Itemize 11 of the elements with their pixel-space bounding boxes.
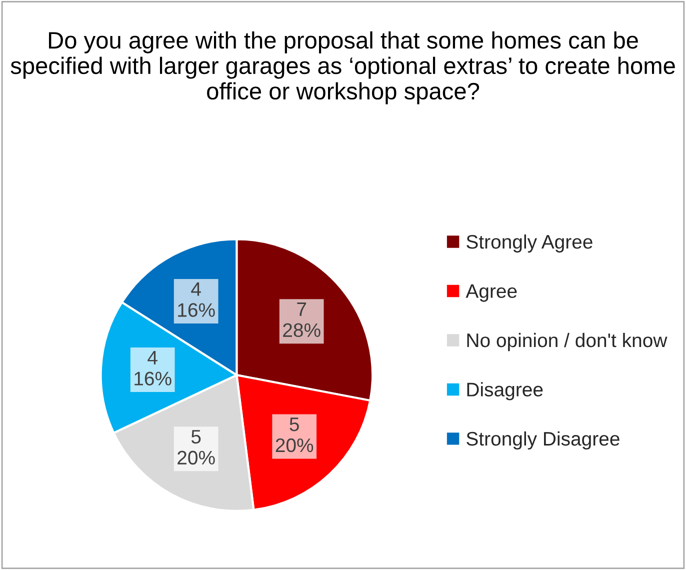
legend-label: Agree xyxy=(466,284,517,302)
data-label: 4 16% xyxy=(134,350,172,386)
legend-label: Strongly Disagree xyxy=(466,431,620,450)
legend-label: Strongly Agree xyxy=(466,234,592,253)
data-label: 5 20% xyxy=(178,430,215,465)
data-label: 7 28% xyxy=(283,302,320,338)
legend-label: Disagree xyxy=(467,382,543,400)
chart-title: Do you agree with the proposal that some homes can be specified with larger garages as ‘optional extras’ to create home office or workshop space? xyxy=(10,31,675,104)
legend-label: No opinion / don't know xyxy=(467,332,668,352)
data-label: 4 16% xyxy=(178,282,215,317)
data-label: 5 20% xyxy=(276,418,314,452)
